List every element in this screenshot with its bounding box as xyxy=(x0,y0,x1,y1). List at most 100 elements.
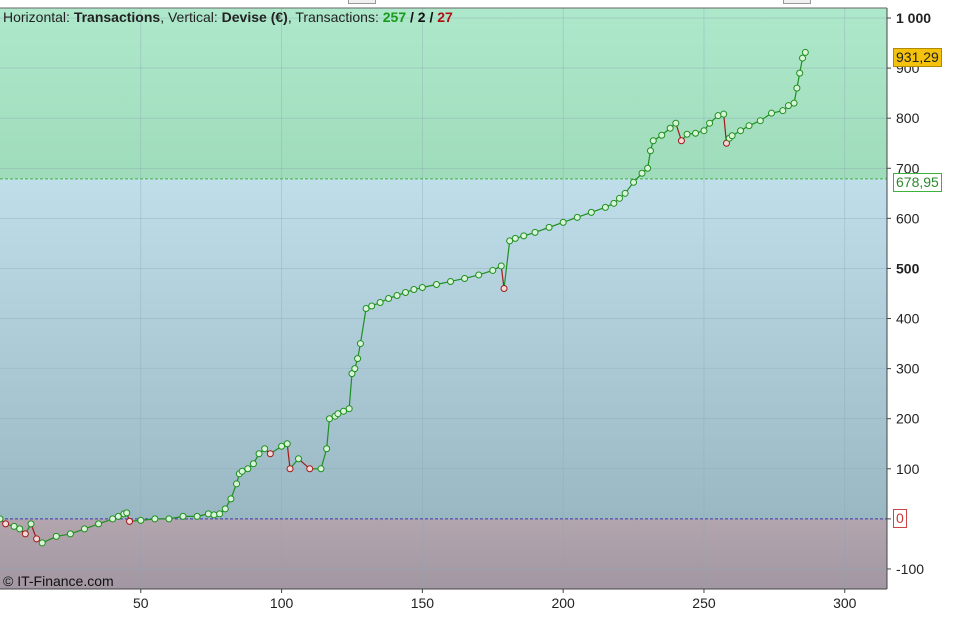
trade-marker xyxy=(33,535,41,543)
trade-marker xyxy=(266,450,274,458)
equity-segment xyxy=(326,418,331,449)
trade-marker xyxy=(123,509,131,517)
trade-marker xyxy=(210,511,218,519)
trade-marker xyxy=(658,131,666,139)
trade-marker xyxy=(672,119,680,127)
equity-segment xyxy=(348,373,353,409)
equity-segment xyxy=(500,265,505,289)
zone-above-reference xyxy=(0,8,887,179)
trade-marker xyxy=(306,465,314,473)
y-tick-label: 700 xyxy=(896,160,920,176)
trade-marker xyxy=(779,107,787,115)
trade-marker xyxy=(666,124,674,132)
trade-marker xyxy=(362,305,370,313)
sep-2: / xyxy=(425,9,438,25)
sep-1: / xyxy=(406,9,418,25)
trade-marker xyxy=(233,480,241,488)
level-lines xyxy=(0,178,887,520)
trade-marker xyxy=(334,410,342,418)
trade-marker xyxy=(497,262,505,270)
trade-marker xyxy=(677,137,685,145)
y-tick-label: 1 000 xyxy=(896,10,931,26)
trade-marker xyxy=(646,147,654,155)
trade-marker xyxy=(784,102,792,110)
trade-marker xyxy=(706,119,714,127)
trade-marker xyxy=(151,515,159,523)
trade-marker xyxy=(376,299,384,307)
trade-marker xyxy=(2,520,10,528)
copyright-label: © IT-Finance.com xyxy=(3,573,114,589)
trade-marker xyxy=(286,465,294,473)
wins-count: 257 xyxy=(382,9,407,25)
axes xyxy=(0,7,888,590)
trade-marker xyxy=(720,110,728,118)
chart-header: Horizontal: Transactions, Vertical: Devi… xyxy=(3,9,453,25)
zero-value-badge: 0 xyxy=(893,509,907,528)
trade-marker xyxy=(204,510,212,518)
current-value-badge: 931,29 xyxy=(893,48,942,67)
zone-loss xyxy=(0,518,887,589)
y-tick-label: -100 xyxy=(896,561,924,577)
trade-marker xyxy=(692,129,700,137)
trade-marker xyxy=(714,112,722,120)
trade-marker xyxy=(587,208,595,216)
trade-marker xyxy=(216,510,224,518)
y-tick-label: 600 xyxy=(896,210,920,226)
trade-marker xyxy=(601,203,609,211)
trade-marker xyxy=(179,512,187,520)
trade-marker xyxy=(520,232,528,240)
x-axis-ticks: 50 100 150 200 250 300 xyxy=(133,589,857,611)
equity-segment xyxy=(503,240,511,289)
x-tick-label: 150 xyxy=(411,595,435,611)
trade-marker xyxy=(80,525,88,533)
horizontal-label: Horizontal: xyxy=(3,9,74,25)
trade-marker xyxy=(790,99,798,107)
trade-marker xyxy=(38,539,46,547)
trade-marker xyxy=(283,440,291,448)
trade-marker xyxy=(799,54,807,62)
trade-marker xyxy=(573,213,581,221)
trade-marker xyxy=(531,228,539,236)
trade-marker xyxy=(317,465,325,473)
trade-marker xyxy=(700,127,708,135)
trade-marker xyxy=(621,189,629,197)
trade-marker xyxy=(801,48,809,56)
trade-marker xyxy=(447,277,455,285)
trade-marker xyxy=(401,288,409,296)
trade-marker xyxy=(323,445,331,453)
x-tick-label: 100 xyxy=(270,595,294,611)
trade-marker xyxy=(461,274,469,282)
trade-marker xyxy=(796,69,804,77)
y-tick-label: 200 xyxy=(896,411,920,427)
trade-marker xyxy=(630,178,638,186)
vertical-label: , Vertical: xyxy=(160,9,222,25)
trade-marker xyxy=(244,465,252,473)
transactions-label: , Transactions: xyxy=(287,9,383,25)
trade-marker xyxy=(165,515,173,523)
trade-marker xyxy=(109,515,117,523)
top-scroll-handle-right[interactable] xyxy=(783,0,811,4)
trade-marker xyxy=(95,520,103,528)
trade-marker xyxy=(644,164,652,172)
trade-marker xyxy=(356,340,364,348)
trade-marker xyxy=(325,415,333,423)
trade-marker xyxy=(737,127,745,135)
trade-marker xyxy=(649,137,657,145)
top-scroll-handle-left[interactable] xyxy=(348,0,376,4)
trade-marker xyxy=(506,237,514,245)
horizontal-value: Transactions xyxy=(73,9,161,25)
trade-marker xyxy=(345,405,353,413)
trade-marker xyxy=(294,455,302,463)
trade-marker xyxy=(52,532,60,540)
equity-segment xyxy=(286,443,291,469)
trade-marker xyxy=(354,355,362,363)
vertical-value: Devise (€) xyxy=(221,9,288,25)
trade-marker xyxy=(418,283,426,291)
x-tick-label: 250 xyxy=(692,595,716,611)
trade-marker xyxy=(137,516,145,524)
trade-marker xyxy=(385,295,393,302)
background-zones xyxy=(0,8,887,589)
trade-marker xyxy=(114,512,122,520)
y-tick-label: 500 xyxy=(896,260,920,276)
